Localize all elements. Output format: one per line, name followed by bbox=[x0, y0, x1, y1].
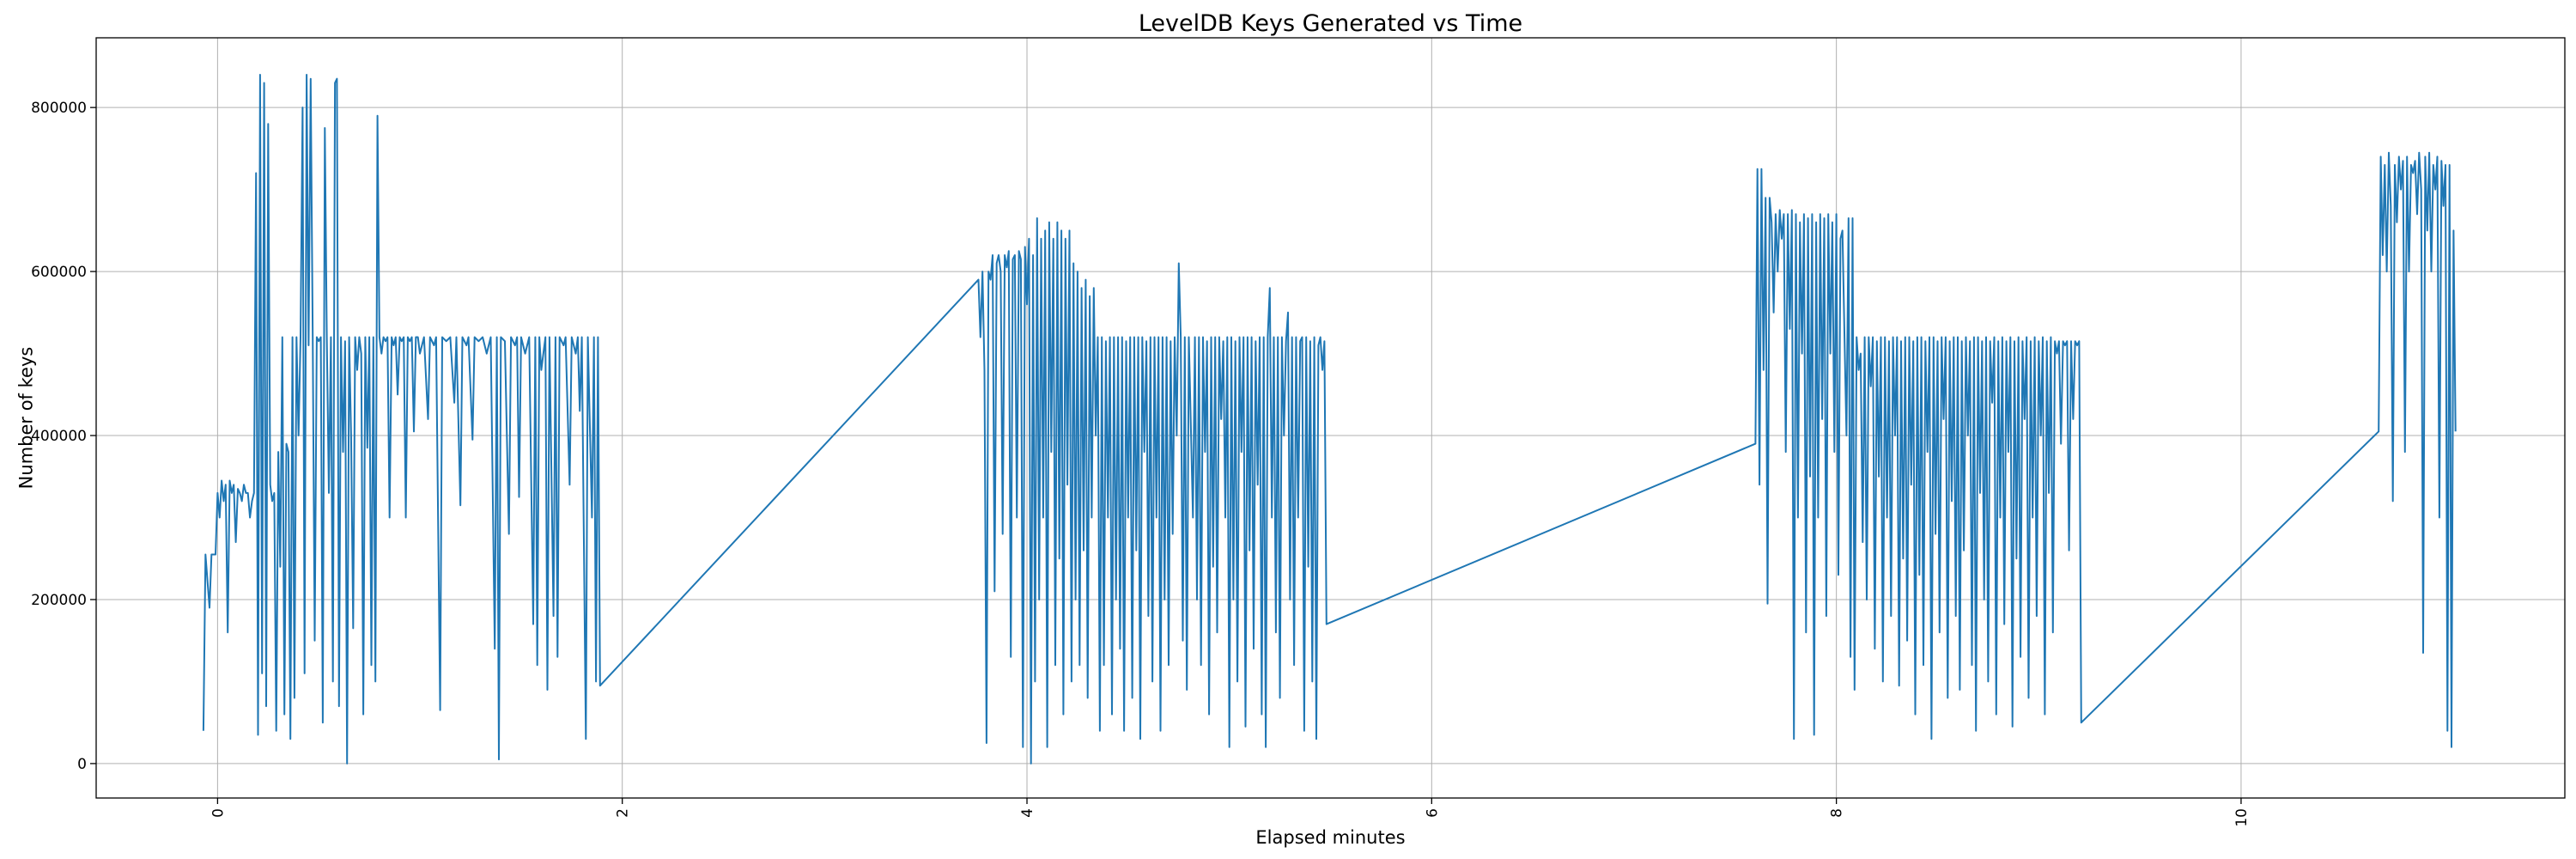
y-tick-label: 800000 bbox=[31, 100, 87, 117]
y-tick-label: 200000 bbox=[31, 592, 87, 609]
x-tick-label: 0 bbox=[210, 808, 227, 818]
y-axis-ticks: 0 200000 400000 600000 800000 bbox=[31, 100, 96, 773]
x-tick-label: 4 bbox=[1019, 808, 1036, 818]
x-axis-ticks: 0 2 4 6 8 10 bbox=[210, 798, 2251, 827]
series-layer bbox=[202, 74, 2457, 765]
y-axis-label: Number of keys bbox=[15, 347, 36, 490]
grid bbox=[96, 38, 2565, 798]
x-axis-label: Elapsed minutes bbox=[1255, 827, 1405, 848]
chart-title: LevelDB Keys Generated vs Time bbox=[1139, 10, 1522, 37]
x-tick-label: 2 bbox=[615, 808, 632, 818]
x-tick-label: 10 bbox=[2233, 808, 2251, 827]
y-tick-label: 400000 bbox=[31, 428, 87, 445]
y-tick-label: 600000 bbox=[31, 264, 87, 281]
x-tick-label: 6 bbox=[1424, 808, 1441, 818]
series-line bbox=[202, 74, 2457, 765]
y-tick-label: 0 bbox=[77, 756, 87, 773]
plot-frame bbox=[95, 37, 2566, 799]
x-tick-label: 8 bbox=[1829, 808, 1846, 818]
